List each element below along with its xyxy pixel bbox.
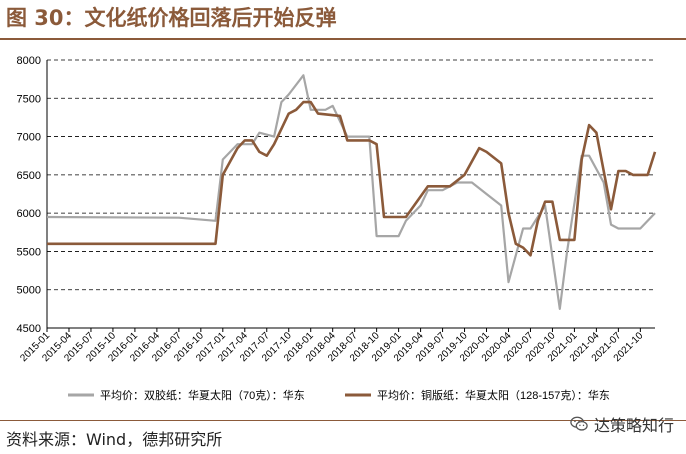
y-tick-label: 7000 (17, 132, 41, 144)
y-tick-label: 8000 (17, 55, 41, 67)
line-chart: 450050005500600065007000750080002015-012… (17, 55, 657, 402)
watermark-text: 达策略知行 (593, 416, 674, 435)
footer-divider (0, 420, 686, 421)
y-tick-label: 7500 (17, 93, 41, 105)
y-tick-label: 5500 (17, 246, 41, 258)
source-note: 资料来源：Wind，德邦研究所 (6, 430, 223, 449)
wechat-icon (570, 416, 588, 431)
y-tick-label: 5000 (17, 285, 41, 297)
y-tick-label: 4500 (17, 323, 41, 335)
title-divider (0, 38, 686, 40)
grid-layer (47, 59, 655, 291)
axis-layer: 450050005500600065007000750080002015-012… (17, 55, 655, 364)
series-line-2 (47, 100, 657, 257)
legend-label-2: 平均价：铜版纸：华夏太阳（128-157克）：华东 (377, 388, 610, 402)
page-title: 图 30：文化纸价格回落后开始反弹 (6, 6, 337, 30)
y-tick-label: 6500 (17, 170, 41, 182)
series-line-1 (46, 74, 656, 310)
legend: 平均价：双胶纸：华夏太阳（70克）：华东 平均价：铜版纸：华夏太阳（128-157… (68, 388, 610, 402)
series-layer (46, 74, 657, 310)
watermark: 达策略知行 (570, 412, 674, 436)
y-tick-label: 6000 (17, 208, 41, 220)
legend-label-1: 平均价：双胶纸：华夏太阳（70克）：华东 (100, 388, 305, 402)
